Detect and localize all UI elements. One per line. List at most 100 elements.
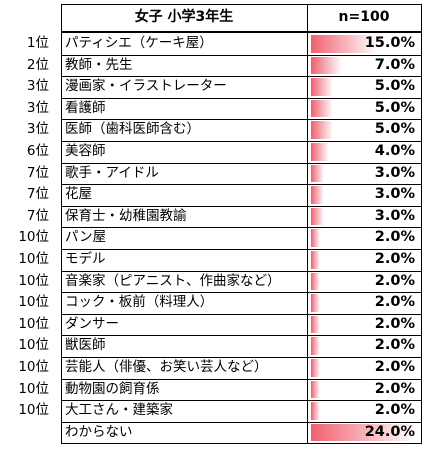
- percentage-value: 2.0%: [374, 272, 415, 289]
- row-separator: [61, 335, 422, 336]
- occupation-name: 動物園の飼育係: [65, 380, 160, 397]
- rank-label: 10位: [18, 315, 49, 332]
- percentage-value: 3.0%: [374, 186, 415, 203]
- frame-left: [61, 4, 62, 445]
- row-separator: [61, 249, 422, 250]
- occupation-name: 大工さん・建築家: [65, 402, 173, 419]
- percentage-value: 5.0%: [374, 99, 415, 116]
- percentage-value: 2.0%: [374, 294, 415, 311]
- percentage-value: 5.0%: [374, 78, 415, 95]
- row-separator: [61, 357, 422, 358]
- header-title: 女子 小学3年生: [134, 9, 234, 25]
- rank-label: 2位: [26, 56, 49, 73]
- frame-top: [61, 4, 422, 5]
- occupation-name: 花屋: [65, 186, 92, 203]
- data-bar: [311, 143, 329, 161]
- row-separator: [61, 379, 422, 380]
- rank-label: 10位: [18, 380, 49, 397]
- rank-label: 10位: [18, 294, 49, 311]
- data-bar: [311, 423, 416, 442]
- rank-label: 3位: [26, 99, 49, 116]
- percentage-value: 2.0%: [374, 315, 415, 332]
- data-bar: [311, 272, 320, 291]
- rank-label: 7位: [26, 164, 49, 181]
- occupation-name: 獣医師: [65, 337, 106, 354]
- occupation-name: 美容師: [65, 143, 106, 159]
- row-separator: [61, 227, 422, 228]
- percentage-value: 2.0%: [374, 402, 415, 419]
- rank-label: 1位: [26, 35, 49, 51]
- row-separator: [61, 422, 422, 423]
- row-separator: [61, 55, 422, 56]
- data-bar: [311, 229, 320, 247]
- data-bar: [311, 251, 320, 269]
- rank-label: [0, 422, 53, 444]
- occupation-name: 芸能人（俳優、お笑い芸人など）: [65, 359, 268, 375]
- rank-label: 10位: [18, 359, 49, 375]
- row-separator: [61, 206, 422, 207]
- row-separator: [61, 98, 422, 99]
- data-bar: [311, 294, 320, 312]
- percentage-value: 3.0%: [374, 207, 415, 224]
- data-bar: [311, 186, 325, 204]
- rank-label: 3位: [26, 78, 49, 95]
- row-separator: [61, 184, 422, 185]
- occupation-name: パティシエ（ケーキ屋）: [65, 35, 213, 51]
- percentage-value: 2.0%: [374, 359, 415, 375]
- row-separator: [61, 163, 422, 164]
- occupation-name: 歌手・アイドル: [65, 164, 159, 181]
- data-bar: [311, 207, 325, 226]
- rank-label: 10位: [18, 229, 49, 246]
- occupation-name: コック・板前（料理人）: [65, 294, 214, 311]
- percentage-value: 3.0%: [374, 164, 415, 181]
- rank-label: 10位: [18, 272, 49, 289]
- percentage-value: 2.0%: [374, 229, 415, 246]
- data-bar: [311, 121, 333, 139]
- frame-bottom: [61, 443, 422, 445]
- occupation-name: 漫画家・イラストレーター: [65, 78, 227, 95]
- percentage-value: 7.0%: [374, 56, 415, 73]
- percentage-value: 5.0%: [374, 121, 415, 138]
- occupation-name: ダンサー: [65, 315, 119, 332]
- header-sample-size: n=100: [338, 9, 390, 25]
- row-separator: [61, 400, 422, 401]
- data-bar: [311, 35, 377, 53]
- row-separator: [61, 314, 422, 315]
- data-bar: [311, 315, 320, 334]
- percentage-value: 4.0%: [374, 143, 415, 159]
- row-separator: [61, 141, 422, 142]
- column-divider: [307, 4, 308, 445]
- occupation-name: 保育士・幼稚園教諭: [65, 207, 187, 224]
- occupation-name: モデル: [65, 251, 106, 267]
- occupation-name: 音楽家（ピアニスト、作曲家など）: [65, 272, 281, 289]
- percentage-value: 15.0%: [364, 35, 415, 51]
- frame-right: [421, 4, 422, 445]
- rank-label: 3位: [26, 121, 49, 138]
- occupation-name: わからない: [65, 423, 133, 440]
- data-bar: [311, 164, 325, 183]
- rank-label: 7位: [26, 207, 49, 224]
- occupation-name: 看護師: [65, 99, 106, 116]
- data-bar: [311, 99, 333, 118]
- percentage-value: 2.0%: [374, 251, 415, 267]
- rank-label: 10位: [18, 337, 49, 354]
- data-bar: [311, 359, 320, 377]
- header-bottom-rule: [61, 31, 422, 33]
- data-bar: [311, 56, 342, 75]
- row-separator: [61, 271, 422, 272]
- percentage-value: 2.0%: [374, 380, 415, 397]
- data-bar: [311, 402, 320, 420]
- occupation-name: パン屋: [65, 229, 107, 246]
- row-separator: [61, 76, 422, 77]
- percentage-value: 2.0%: [374, 337, 415, 354]
- occupation-name: 教師・先生: [65, 56, 133, 73]
- rank-label: 7位: [26, 186, 49, 203]
- row-separator: [61, 119, 422, 120]
- rank-label: 10位: [18, 251, 49, 267]
- rank-label: 10位: [18, 402, 49, 419]
- data-bar: [311, 380, 320, 399]
- data-bar: [311, 78, 333, 96]
- data-bar: [311, 337, 320, 355]
- occupation-name: 医師（歯科医師含む）: [65, 121, 200, 138]
